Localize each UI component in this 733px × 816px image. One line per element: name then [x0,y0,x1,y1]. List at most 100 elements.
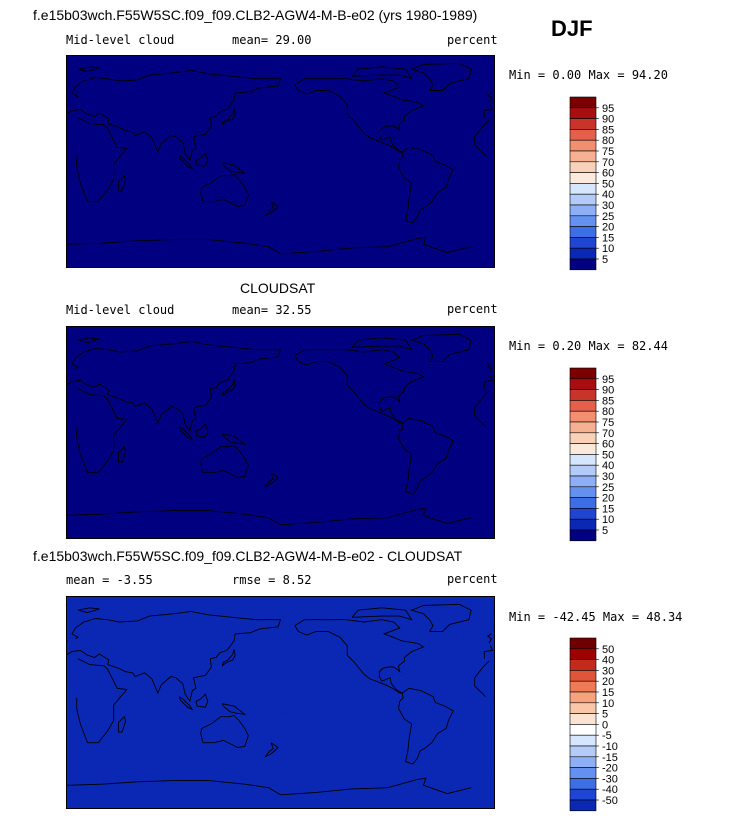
panel3-map [66,596,495,809]
panel1-colorbar-tick-label: 95 [602,103,614,115]
panel1-colorbar-tick-label: 20 [602,222,614,234]
panel3-colorbar-tick-label: -15 [602,752,618,764]
panel2-colorbar-tick-label: 20 [602,493,614,505]
panel1-minmax-label: Min = 0.00 Max = 94.20 [509,68,668,82]
panel2-colorbar-tick-label: 40 [602,460,614,472]
panel3-colorbar-swatch [569,648,597,660]
panel3-units-label: percent [447,572,498,586]
panel3-colorbar-swatch [569,734,597,747]
panel2-minmax-label: Min = 0.20 Max = 82.44 [509,339,668,353]
panel3-colorbar-swatch [569,724,597,736]
panel3-colorbar-tick-label: -50 [602,795,618,807]
panel2-colorbar-swatch [569,432,597,444]
panel3-colorbar-swatch [569,788,597,801]
panel1-colorbar-tick-label: 5 [602,254,608,266]
map-field [66,596,495,809]
panel2-colorbar-swatch [569,454,597,466]
panel2-colorbar-swatch [569,421,597,434]
panel1-colorbar-tick-label: 85 [602,124,614,136]
panel2-colorbar-swatch [569,497,597,509]
panel1-colorbar-tick-label: 40 [602,189,614,201]
map-frame [66,326,495,539]
panel2-variable-label: Mid-level cloud [66,303,174,317]
panel2-colorbar-swatch [569,389,597,401]
panel3-colorbar-swatch [569,680,597,693]
panel1-colorbar-tick-label: 50 [602,178,614,190]
panel3-colorbar-swatch [569,767,597,779]
panel3-colorbar-swatch [569,659,597,671]
panel1-colorbar-tick-label: 80 [602,135,614,147]
panel2-colorbar-tick-label: 50 [602,449,614,461]
panel3-colorbar-swatch [569,745,597,758]
panel1-colorbar-swatch [569,139,597,152]
panel3-title: f.e15b03wch.F55W5SC.f09_f09.CLB2-AGW4-M-… [33,548,462,564]
panel2-colorbar-tick-label: 75 [602,417,614,429]
coastlines [66,603,494,796]
panel2-colorbar-swatch [569,464,597,477]
panel3-colorbar-tick-label: 30 [602,665,614,677]
season-label: DJF [551,16,593,42]
panel1-title: f.e15b03wch.F55W5SC.f09_f09.CLB2-AGW4-M-… [33,7,477,23]
panel2-colorbar-swatch [569,475,597,488]
panel1-map [66,55,495,268]
panel1-colorbar-tick-label: 25 [602,211,614,223]
panel3-colorbar-tick-label: 0 [602,719,608,731]
panel1-colorbar-tick-label: 30 [602,200,614,212]
panel2-title: CLOUDSAT [240,280,315,296]
panel2-colorbar-swatch [569,367,597,380]
panel2-colorbar-tick-label: 70 [602,428,614,440]
panel3-mean-label: mean = -3.55 [66,573,153,587]
map-frame [66,55,495,268]
panel1-colorbar-swatch [569,161,597,173]
panel2-colorbar-tick-label: 85 [602,395,614,407]
panel2-colorbar-tick-label: 95 [602,374,614,386]
panel1-colorbar-swatch [569,204,597,217]
panel3-colorbar-tick-label: -40 [602,784,618,796]
panel3-colorbar-tick-label: -10 [602,741,618,753]
panel2-colorbar-tick-label: 30 [602,471,614,483]
panel3-colorbar-tick-label: 15 [602,687,614,699]
panel2-colorbar-swatch [569,529,597,542]
panel2-colorbar-tick-label: 15 [602,503,614,515]
panel3-colorbar-swatch [569,637,597,650]
panel1-colorbar-tick-label: 75 [602,146,614,158]
panel3-colorbar-tick-label: -20 [602,763,618,775]
panel2-colorbar-tick-label: 90 [602,385,614,397]
panel3-colorbar-tick-label: 40 [602,655,614,667]
panel2-units-label: percent [447,302,498,316]
panel2-colorbar-swatch [569,443,597,455]
panel1-colorbar-swatch [569,237,597,249]
panel3-colorbar-swatch [569,799,597,812]
panel2-colorbar-swatch [569,378,597,390]
panel1-mean-label: mean= 29.00 [232,33,311,47]
panel2-map [66,326,495,539]
map-field [66,55,495,268]
panel3-rmse-label: rmse = 8.52 [232,573,311,587]
panel1-units-label: percent [447,33,498,47]
panel1-variable-label: Mid-level cloud [66,33,174,47]
panel3-colorbar-tick-label: 10 [602,698,614,710]
panel3-colorbar-tick-label: -30 [602,773,618,785]
panel1-colorbar-swatch [569,258,597,271]
panel1-colorbar-tick-label: 10 [602,243,614,255]
panel1-colorbar-swatch [569,215,597,227]
coastlines [66,333,494,526]
panel2-colorbar-tick-label: 5 [602,525,608,537]
map-field [66,326,495,539]
panel1-colorbar-tick-label: 70 [602,157,614,169]
panel2-colorbar-swatch [569,508,597,520]
panel1-colorbar-swatch [569,118,597,130]
panel3-colorbar-tick-label: -5 [602,730,612,742]
panel3-minmax-label: Min = -42.45 Max = 48.34 [509,610,682,624]
panel2-colorbar-swatch [569,518,597,531]
panel1-colorbar-tick-label: 15 [602,232,614,244]
panel3-colorbar-swatch [569,691,597,704]
panel3-colorbar-tick-label: 20 [602,676,614,688]
panel2-colorbar-swatch [569,410,597,423]
panel1-colorbar-swatch [569,247,597,260]
panel1-colorbar-swatch [569,150,597,163]
panel3-colorbar-tick-label: 50 [602,644,614,656]
